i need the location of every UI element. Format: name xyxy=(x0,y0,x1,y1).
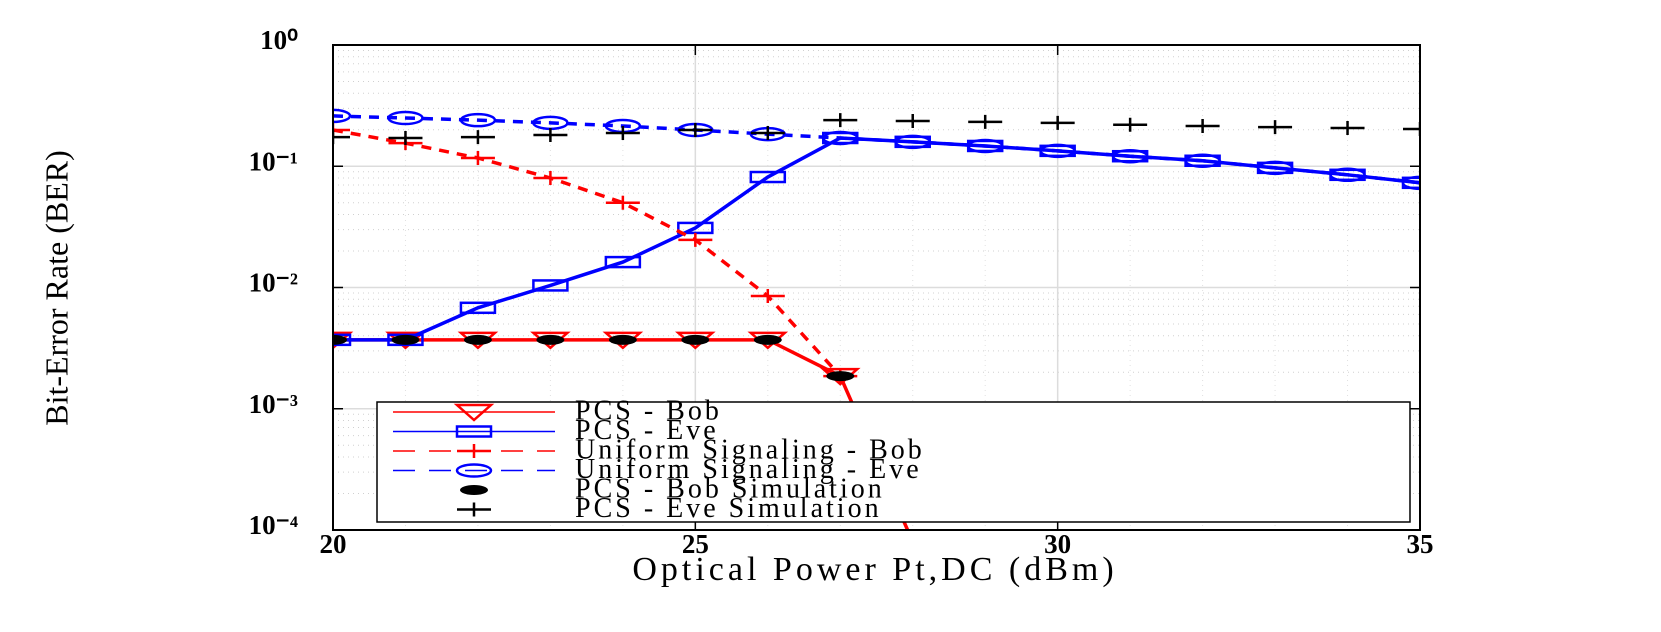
marker xyxy=(533,171,568,185)
marker xyxy=(605,195,640,210)
x-tick-label: 30 xyxy=(1044,529,1071,559)
marker xyxy=(823,113,858,128)
y-tick-label: 10⁰ xyxy=(260,25,298,55)
legend-label: PCS - Eve xyxy=(575,415,719,446)
marker xyxy=(460,130,495,145)
x-tick-label: 25 xyxy=(682,529,709,559)
marker xyxy=(1113,117,1148,132)
marker xyxy=(968,114,1003,129)
series-line xyxy=(333,128,842,378)
marker xyxy=(604,255,642,269)
marker xyxy=(455,463,493,478)
marker xyxy=(533,128,568,143)
marker xyxy=(532,279,569,292)
marker xyxy=(459,112,497,128)
marker xyxy=(894,134,931,150)
marker xyxy=(388,130,423,145)
marker xyxy=(1258,120,1293,135)
marker xyxy=(896,535,930,550)
marker xyxy=(1039,143,1076,159)
marker xyxy=(1040,115,1075,130)
marker xyxy=(1111,148,1149,164)
y-tick-label: 10⁻³ xyxy=(249,389,298,419)
marker xyxy=(333,123,350,138)
marker xyxy=(750,126,785,141)
legend-label: Uniform Signaling - Eve xyxy=(575,454,922,485)
marker xyxy=(333,130,350,145)
marker xyxy=(391,334,420,345)
legend-label: PCS - Eve Simulation xyxy=(575,493,882,524)
marker xyxy=(1403,121,1420,136)
marker xyxy=(605,126,640,141)
x-tick-label: 35 xyxy=(1407,529,1434,559)
marker xyxy=(678,123,713,138)
plot-area xyxy=(333,108,1420,550)
x-axis-label: Optical Power Pt,DC (dBm) xyxy=(632,551,1117,588)
marker xyxy=(681,334,710,345)
marker xyxy=(1184,153,1221,169)
y-axis-label: Bit-Error Rate (BER) xyxy=(38,150,74,425)
marker xyxy=(457,444,491,458)
marker xyxy=(453,403,495,422)
marker xyxy=(826,371,855,382)
marker xyxy=(459,301,497,315)
y-tick-label: 10⁻² xyxy=(249,268,298,298)
marker xyxy=(966,138,1004,154)
marker xyxy=(333,108,352,124)
marker xyxy=(333,334,347,345)
marker xyxy=(455,425,493,438)
marker xyxy=(460,485,488,495)
x-tick-label: 20 xyxy=(320,529,347,559)
marker xyxy=(678,232,713,247)
marker xyxy=(457,502,491,517)
legend-label: Uniform Signaling - Bob xyxy=(575,434,925,465)
marker xyxy=(1256,160,1294,176)
legend-label: PCS - Bob xyxy=(575,395,722,426)
marker xyxy=(387,110,424,126)
marker xyxy=(750,289,785,304)
marker xyxy=(333,333,352,347)
marker xyxy=(460,150,495,165)
marker xyxy=(1185,118,1220,133)
marker xyxy=(463,334,492,345)
y-tick-label: 10⁻⁴ xyxy=(249,510,298,540)
marker xyxy=(536,334,565,345)
legend-box xyxy=(376,401,1411,523)
marker xyxy=(1330,120,1365,135)
marker xyxy=(822,130,859,146)
series-line xyxy=(333,114,1420,185)
y-tick-label: 10⁻¹ xyxy=(249,146,298,176)
legend-label: PCS - Bob Simulation xyxy=(575,473,885,504)
marker xyxy=(753,334,782,345)
plot-frame xyxy=(332,44,1421,531)
marker xyxy=(895,114,930,129)
marker xyxy=(608,334,637,345)
marker xyxy=(1329,167,1366,183)
marker xyxy=(1401,175,1420,191)
marker xyxy=(749,170,787,184)
